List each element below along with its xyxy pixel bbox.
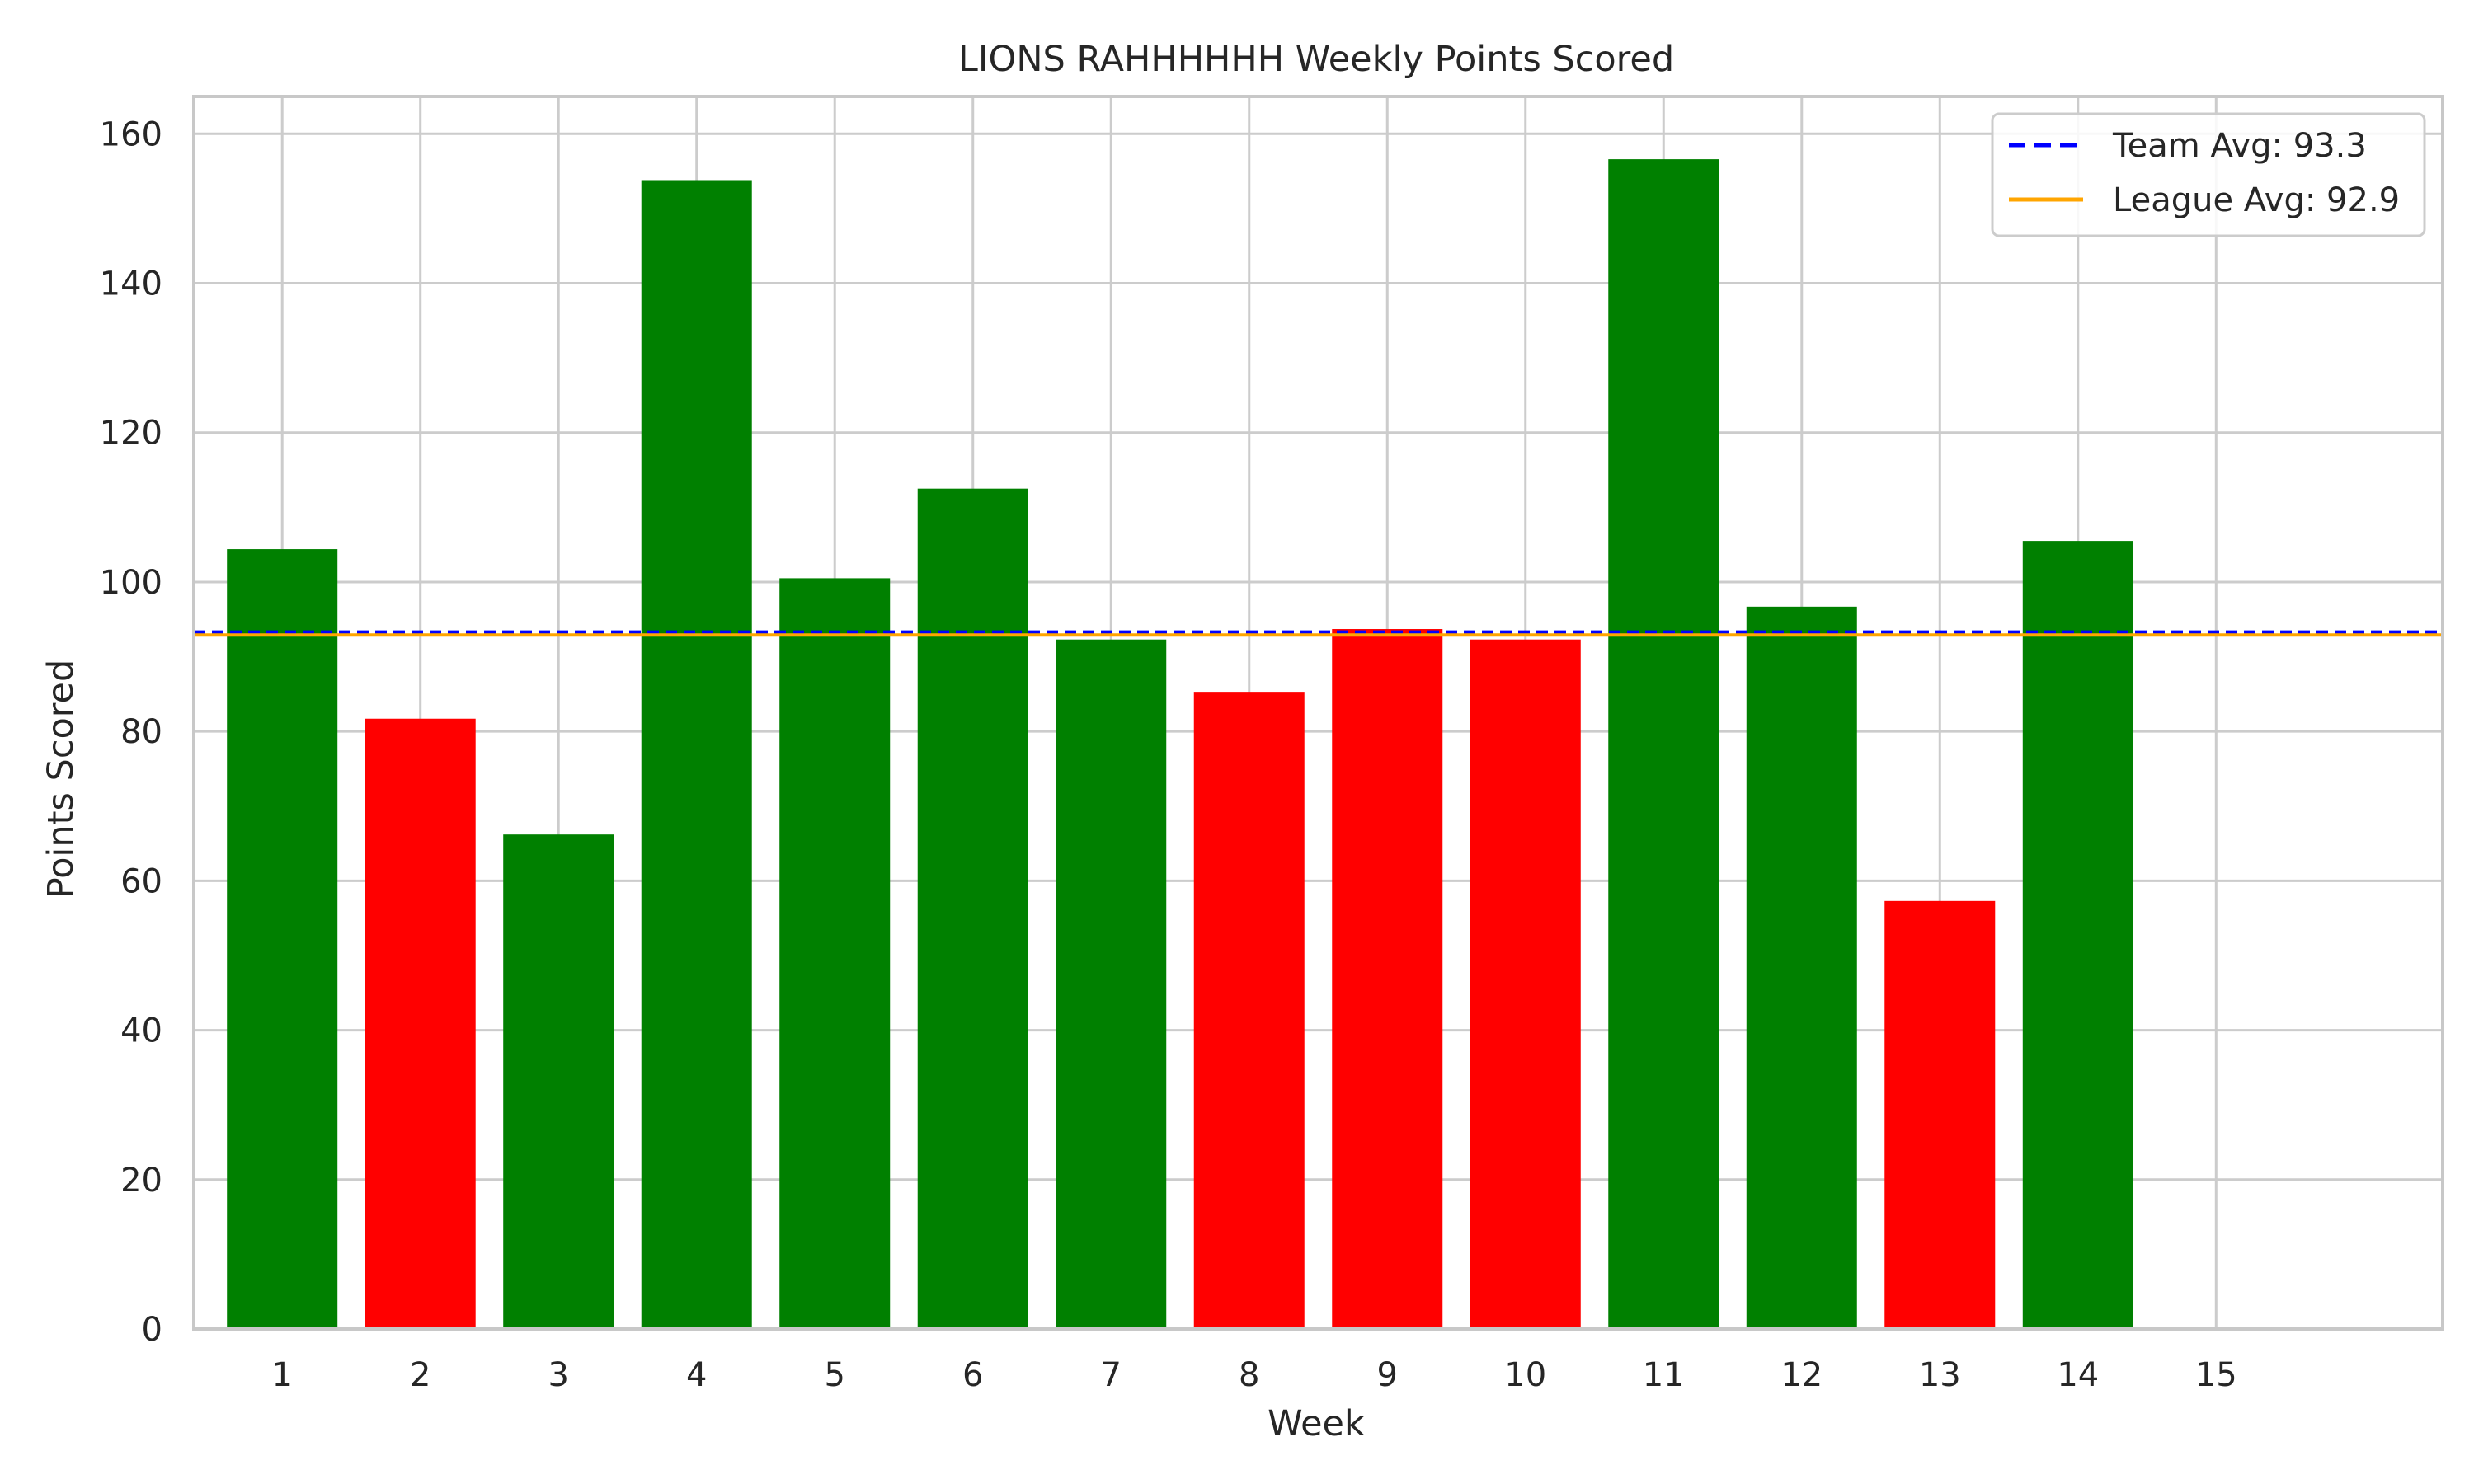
x-tick-label: 4	[686, 1356, 707, 1394]
legend: Team Avg: 93.3 League Avg: 92.9	[1991, 112, 2426, 237]
bar-week-4	[641, 180, 752, 1330]
bar-week-10	[1470, 639, 1581, 1329]
bar-week-2	[365, 718, 476, 1329]
x-tick-label: 3	[548, 1356, 568, 1394]
y-tick-label: 100	[100, 564, 162, 602]
y-tick-label: 60	[120, 862, 162, 900]
y-tick-label: 120	[100, 415, 162, 453]
x-tick-label: 2	[410, 1356, 430, 1394]
bar-week-9	[1332, 629, 1443, 1329]
bars	[227, 159, 2133, 1330]
x-axis-label: Week	[1268, 1403, 1365, 1444]
legend-box	[1991, 112, 2426, 237]
bar-week-5	[779, 578, 891, 1329]
y-tick-label: 0	[142, 1311, 162, 1349]
x-tick-label: 12	[1780, 1356, 1823, 1394]
bar-week-11	[1608, 159, 1719, 1329]
legend-label-team-avg: Team Avg: 93.3	[2112, 127, 2367, 165]
y-tick-label: 80	[120, 713, 162, 751]
x-tick-label: 14	[2057, 1356, 2099, 1394]
x-tick-label: 6	[962, 1356, 983, 1394]
bar-week-6	[917, 488, 1028, 1329]
x-tick-label: 13	[1919, 1356, 1961, 1394]
x-tick-label: 1	[271, 1356, 292, 1394]
x-tick-label: 5	[825, 1356, 845, 1394]
bar-week-14	[2022, 541, 2133, 1329]
y-tick-label: 160	[100, 115, 162, 153]
x-tick-label: 8	[1239, 1356, 1259, 1394]
x-tick-label: 7	[1101, 1356, 1122, 1394]
bar-week-13	[1884, 900, 1996, 1329]
bar-week-8	[1193, 692, 1305, 1329]
bar-week-3	[503, 834, 614, 1329]
x-tick-label: 10	[1504, 1356, 1546, 1394]
plot-frame	[192, 95, 2444, 1331]
y-axis-label: Points Scored	[40, 660, 82, 899]
y-axis-ticks: 0 20 40 60 80 100 120 140 160	[100, 115, 162, 1349]
x-tick-label: 9	[1377, 1356, 1398, 1394]
x-tick-label: 11	[1643, 1356, 1685, 1394]
y-tick-label: 40	[120, 1012, 162, 1050]
bar-week-12	[1746, 606, 1857, 1329]
y-tick-label: 20	[120, 1162, 162, 1200]
x-tick-label: 15	[2195, 1356, 2237, 1394]
bar-week-7	[1056, 639, 1167, 1329]
chart-title: LIONS RAHHHHHH Weekly Points Scored	[958, 39, 1674, 80]
x-axis-ticks: 1 2 3 4 5 6 7 8 9 10 11 12 13 14 15	[271, 1356, 2236, 1394]
reference-lines	[194, 630, 2443, 637]
y-tick-label: 140	[100, 265, 162, 303]
bar-week-1	[227, 549, 338, 1329]
legend-label-league-avg: League Avg: 92.9	[2113, 181, 2400, 219]
